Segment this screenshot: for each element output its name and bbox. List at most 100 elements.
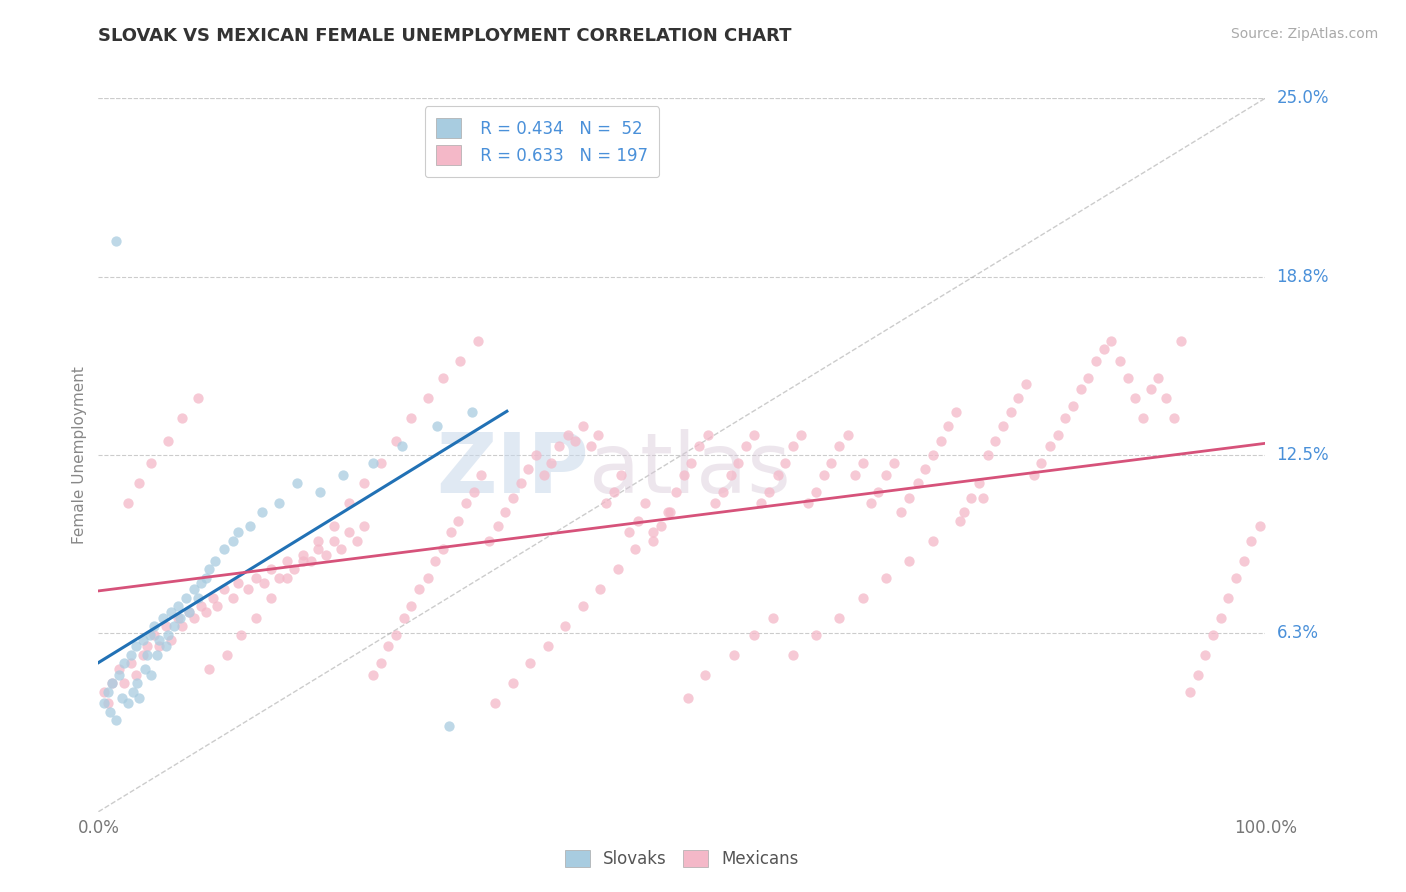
- Point: [626, 514, 648, 528]
- Point: [136, 639, 159, 653]
- Point: [890, 505, 912, 519]
- Point: [875, 571, 897, 585]
- Point: [1132, 410, 1154, 425]
- Point: [1140, 382, 1163, 396]
- Point: [93, 685, 115, 699]
- Point: [898, 491, 921, 505]
- Point: [169, 610, 191, 624]
- Point: [128, 476, 150, 491]
- Point: [174, 591, 197, 605]
- Point: [337, 496, 360, 510]
- Point: [828, 610, 851, 624]
- Point: [676, 690, 699, 705]
- Point: [619, 524, 641, 539]
- Point: [524, 448, 547, 462]
- Point: [1085, 353, 1108, 368]
- Point: [163, 619, 186, 633]
- Point: [392, 610, 415, 624]
- Text: ZIP: ZIP: [436, 429, 589, 509]
- Point: [945, 405, 967, 419]
- Point: [742, 628, 765, 642]
- Point: [391, 439, 413, 453]
- Point: [1038, 439, 1060, 453]
- Point: [1123, 391, 1146, 405]
- Point: [742, 428, 765, 442]
- Point: [214, 582, 236, 596]
- Point: [104, 234, 127, 248]
- Point: [285, 476, 308, 491]
- Point: [519, 657, 541, 671]
- Point: [991, 419, 1014, 434]
- Point: [735, 439, 758, 453]
- Point: [509, 476, 531, 491]
- Point: [187, 591, 209, 605]
- Point: [1202, 628, 1225, 642]
- Point: [399, 599, 422, 614]
- Point: [681, 457, 703, 471]
- Point: [449, 353, 471, 368]
- Y-axis label: Female Unemployment: Female Unemployment: [72, 366, 87, 544]
- Point: [762, 610, 785, 624]
- Point: [782, 439, 804, 453]
- Point: [1154, 391, 1177, 405]
- Point: [929, 434, 952, 448]
- Point: [136, 648, 159, 662]
- Point: [606, 562, 628, 576]
- Point: [1216, 591, 1239, 605]
- Point: [976, 448, 998, 462]
- Point: [1163, 410, 1185, 425]
- Point: [972, 491, 994, 505]
- Point: [399, 410, 422, 425]
- Point: [432, 542, 454, 557]
- Point: [198, 562, 221, 576]
- Point: [723, 648, 745, 662]
- Point: [236, 582, 259, 596]
- Point: [159, 633, 181, 648]
- Point: [758, 485, 780, 500]
- Point: [353, 476, 375, 491]
- Point: [125, 676, 148, 690]
- Point: [673, 467, 696, 482]
- Point: [134, 662, 156, 676]
- Point: [307, 542, 329, 557]
- Point: [416, 391, 439, 405]
- Point: [385, 434, 408, 448]
- Text: 12.5%: 12.5%: [1277, 446, 1329, 464]
- Point: [844, 467, 866, 482]
- Point: [112, 676, 135, 690]
- Point: [641, 524, 664, 539]
- Point: [589, 582, 612, 596]
- Point: [117, 496, 139, 510]
- Point: [179, 605, 201, 619]
- Point: [183, 610, 205, 624]
- Point: [155, 619, 177, 633]
- Point: [1170, 334, 1192, 348]
- Point: [1187, 667, 1209, 681]
- Point: [146, 648, 169, 662]
- Point: [727, 457, 749, 471]
- Point: [194, 605, 217, 619]
- Legend: Slovaks, Mexicans: Slovaks, Mexicans: [558, 843, 806, 875]
- Point: [229, 628, 252, 642]
- Point: [657, 505, 679, 519]
- Point: [101, 676, 124, 690]
- Point: [1015, 376, 1038, 391]
- Point: [610, 467, 633, 482]
- Point: [155, 639, 177, 653]
- Point: [1053, 410, 1076, 425]
- Point: [1024, 467, 1046, 482]
- Point: [361, 457, 384, 471]
- Point: [720, 467, 742, 482]
- Point: [221, 591, 243, 605]
- Point: [936, 419, 959, 434]
- Point: [478, 533, 501, 548]
- Point: [198, 662, 221, 676]
- Point: [447, 514, 470, 528]
- Point: [914, 462, 936, 476]
- Point: [260, 591, 283, 605]
- Point: [603, 485, 626, 500]
- Point: [502, 676, 524, 690]
- Point: [875, 467, 897, 482]
- Text: Source: ZipAtlas.com: Source: ZipAtlas.com: [1230, 27, 1378, 41]
- Point: [108, 667, 131, 681]
